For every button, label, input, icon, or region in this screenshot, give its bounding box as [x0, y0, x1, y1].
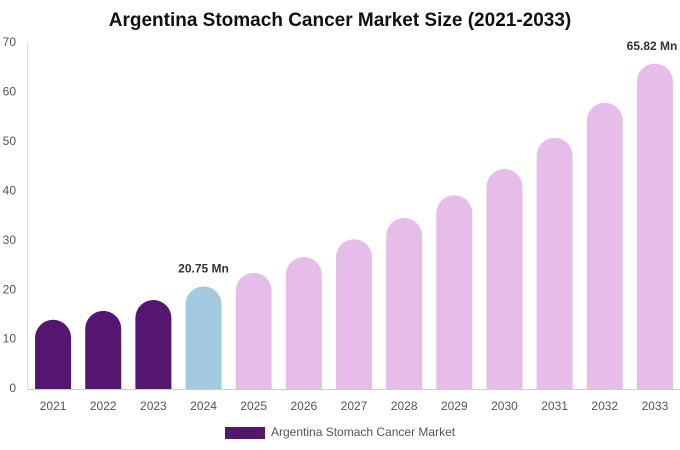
x-tick-label: 2022	[90, 399, 117, 413]
x-tick-label: 2033	[642, 399, 669, 413]
bar	[586, 102, 623, 390]
y-tick-label: 20	[3, 282, 17, 296]
y-tick-label: 60	[3, 85, 17, 99]
x-tick-label: 2021	[40, 399, 67, 413]
x-tick-label: 2032	[591, 399, 618, 413]
x-tick-label: 2027	[341, 399, 368, 413]
x-tick-label: 2029	[441, 399, 468, 413]
y-tick-label: 30	[3, 233, 17, 247]
legend-swatch	[225, 427, 265, 439]
y-tick-label: 10	[3, 332, 17, 346]
x-tick-label: 2026	[290, 399, 317, 413]
bar	[436, 195, 473, 389]
bar	[85, 310, 122, 389]
bar	[386, 217, 423, 389]
x-tick-label: 2023	[140, 399, 167, 413]
bar	[285, 257, 322, 389]
y-tick-label: 50	[3, 134, 17, 148]
chart-title: Argentina Stomach Cancer Market Size (20…	[109, 10, 572, 31]
bar	[636, 63, 673, 390]
y-tick-label: 40	[3, 183, 17, 197]
bar	[536, 137, 573, 389]
x-tick-label: 2028	[391, 399, 418, 413]
y-tick-label: 70	[3, 35, 17, 49]
bar	[35, 319, 72, 389]
bar	[235, 272, 272, 389]
x-tick-label: 2031	[541, 399, 568, 413]
x-tick-label: 2025	[240, 399, 267, 413]
y-tick-label: 0	[9, 381, 16, 395]
x-tick-label: 2030	[491, 399, 518, 413]
legend-label: Argentina Stomach Cancer Market	[271, 425, 456, 439]
bar	[135, 300, 172, 389]
bar	[185, 286, 222, 389]
value-label: 65.82 Mn	[627, 39, 678, 53]
value-label: 20.75 Mn	[178, 262, 229, 276]
x-tick-label: 2024	[190, 399, 217, 413]
bar	[336, 239, 372, 389]
bar	[486, 169, 523, 389]
